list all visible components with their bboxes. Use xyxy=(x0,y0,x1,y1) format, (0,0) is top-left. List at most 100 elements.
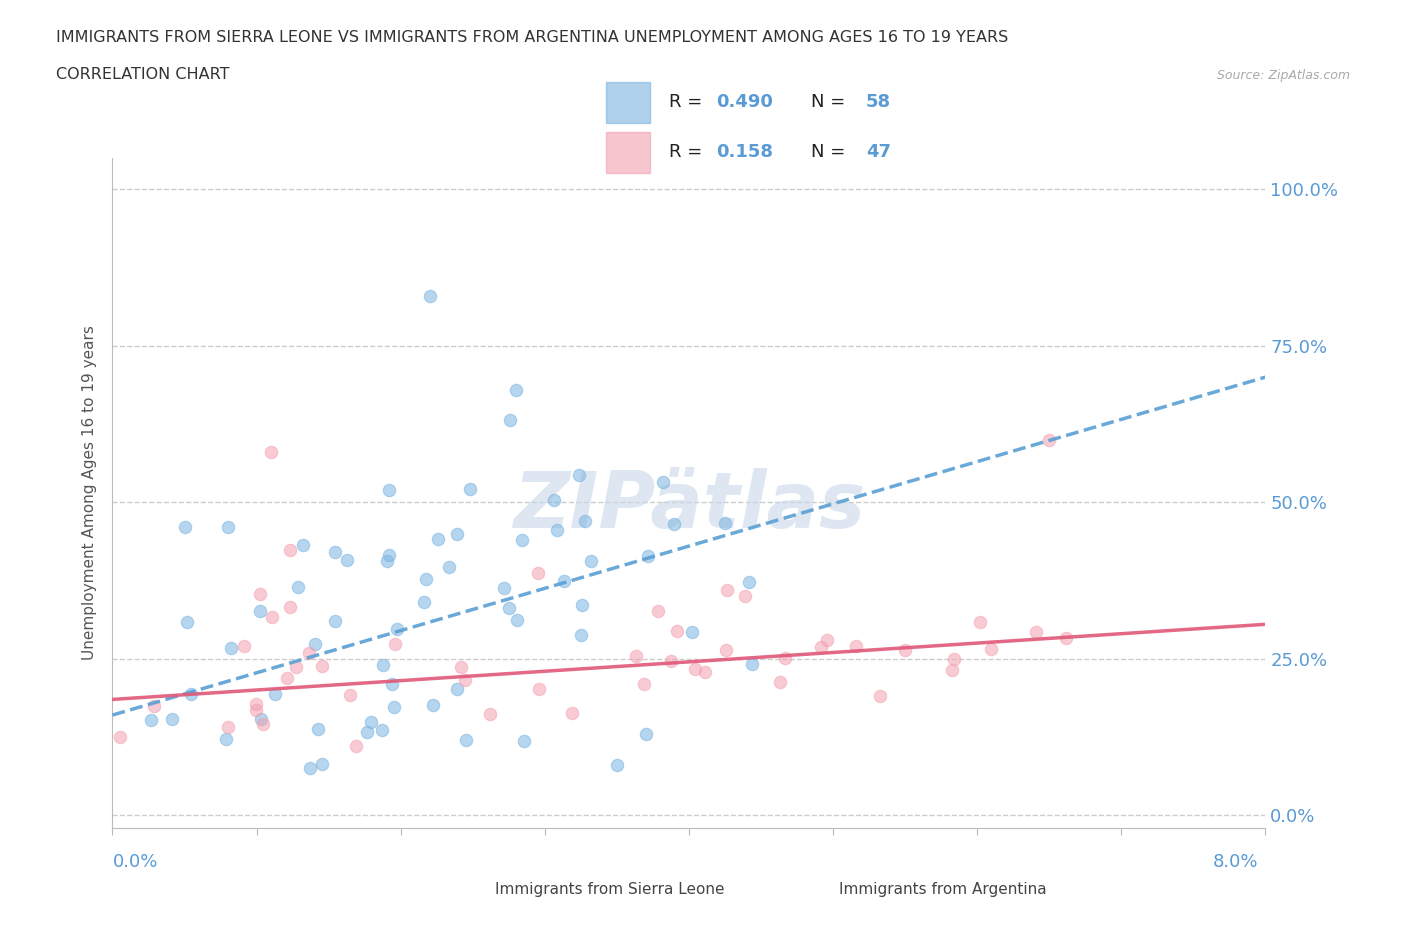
Point xyxy=(311,658,333,673)
Point xyxy=(506,612,529,627)
Point xyxy=(415,572,437,587)
Point xyxy=(714,643,737,658)
Text: R =: R = xyxy=(669,93,709,112)
Point xyxy=(569,628,592,643)
Text: R =: R = xyxy=(669,143,714,162)
Point xyxy=(664,517,686,532)
Point xyxy=(775,650,797,665)
Point xyxy=(652,474,675,489)
Point xyxy=(716,583,738,598)
Point xyxy=(513,733,536,748)
Point xyxy=(339,687,361,702)
Point xyxy=(264,686,287,701)
Point xyxy=(180,686,202,701)
Point xyxy=(561,706,583,721)
Point xyxy=(633,677,655,692)
Point xyxy=(307,722,329,737)
Point xyxy=(1025,624,1047,639)
Point xyxy=(1054,631,1077,645)
Point xyxy=(249,711,271,726)
Point xyxy=(980,642,1002,657)
Point xyxy=(446,526,468,541)
Point xyxy=(510,532,533,547)
Text: Immigrants from Sierra Leone: Immigrants from Sierra Leone xyxy=(495,882,724,897)
Point xyxy=(370,723,392,737)
Point xyxy=(371,658,394,672)
Point xyxy=(810,639,832,654)
Point xyxy=(458,482,481,497)
Point xyxy=(384,637,406,652)
Point xyxy=(492,580,515,595)
Point xyxy=(665,623,688,638)
Point xyxy=(249,587,271,602)
Point xyxy=(419,288,441,303)
Point xyxy=(344,738,367,753)
Point xyxy=(498,600,520,615)
Point xyxy=(741,657,763,671)
Point xyxy=(356,724,378,739)
Point xyxy=(454,672,477,687)
Point xyxy=(624,648,647,663)
Point xyxy=(287,579,309,594)
Text: Immigrants from Argentina: Immigrants from Argentina xyxy=(839,882,1047,897)
Point xyxy=(693,664,716,679)
Point xyxy=(681,625,703,640)
Point xyxy=(160,711,183,726)
Point xyxy=(377,483,399,498)
Point xyxy=(634,726,657,741)
Point xyxy=(894,643,917,658)
Point xyxy=(215,732,238,747)
Point xyxy=(176,615,198,630)
Point xyxy=(298,761,321,776)
Point xyxy=(382,700,405,715)
Point xyxy=(110,729,132,744)
Point xyxy=(527,565,550,580)
Point xyxy=(217,719,239,734)
Point xyxy=(553,573,575,588)
Point xyxy=(245,702,267,717)
Point xyxy=(260,445,283,459)
Point xyxy=(381,676,404,691)
Point xyxy=(942,652,965,667)
Text: 47: 47 xyxy=(866,143,891,162)
Point xyxy=(141,712,163,727)
Point xyxy=(304,637,326,652)
Text: N =: N = xyxy=(811,93,851,112)
Point xyxy=(574,513,596,528)
Point xyxy=(360,714,382,729)
Point xyxy=(323,545,346,560)
Point xyxy=(529,682,551,697)
Point xyxy=(278,600,301,615)
Point xyxy=(323,613,346,628)
Point xyxy=(713,515,735,530)
Point xyxy=(217,520,239,535)
Text: 8.0%: 8.0% xyxy=(1213,853,1258,870)
Point xyxy=(941,662,963,677)
FancyBboxPatch shape xyxy=(606,82,650,123)
Text: CORRELATION CHART: CORRELATION CHART xyxy=(56,67,229,82)
Point xyxy=(298,645,321,660)
FancyBboxPatch shape xyxy=(606,132,650,173)
Point xyxy=(249,604,271,618)
Point xyxy=(262,610,284,625)
Text: 0.158: 0.158 xyxy=(717,143,773,162)
Text: IMMIGRANTS FROM SIERRA LEONE VS IMMIGRANTS FROM ARGENTINA UNEMPLOYMENT AMONG AGE: IMMIGRANTS FROM SIERRA LEONE VS IMMIGRAN… xyxy=(56,30,1008,45)
Point xyxy=(413,594,436,609)
Point xyxy=(737,575,759,590)
Point xyxy=(311,757,333,772)
Point xyxy=(571,598,593,613)
Point xyxy=(568,468,591,483)
Point xyxy=(173,520,195,535)
Point xyxy=(378,548,401,563)
Point xyxy=(499,412,522,427)
Y-axis label: Unemployment Among Ages 16 to 19 years: Unemployment Among Ages 16 to 19 years xyxy=(82,326,97,660)
Point xyxy=(278,543,301,558)
Point xyxy=(446,682,468,697)
Point xyxy=(505,382,527,397)
Point xyxy=(543,493,565,508)
Point xyxy=(1038,432,1060,447)
Point xyxy=(768,674,790,689)
Point xyxy=(245,697,267,711)
Point xyxy=(422,698,444,712)
Point xyxy=(659,654,682,669)
